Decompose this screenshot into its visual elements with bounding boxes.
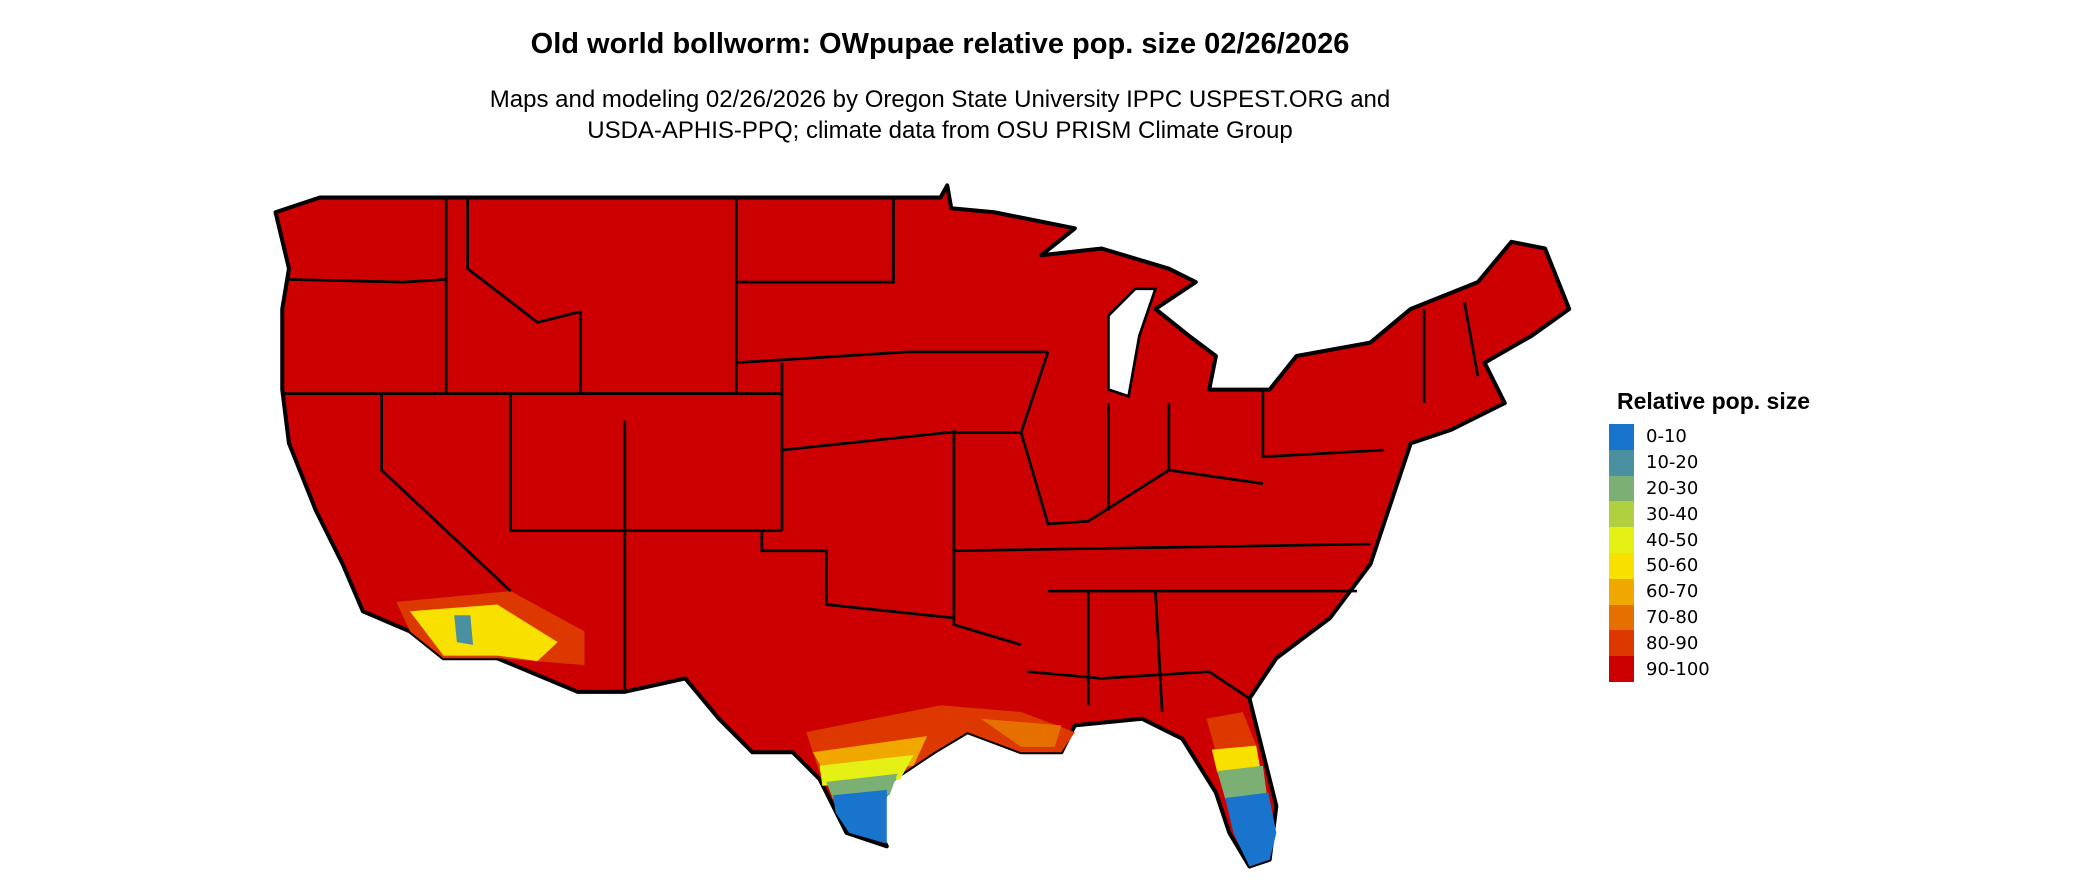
legend-label: 20-30 xyxy=(1646,477,1699,499)
legend-item: 80-90 xyxy=(1609,630,1810,657)
legend-label: 70-80 xyxy=(1646,606,1699,628)
legend-swatch xyxy=(1609,527,1634,553)
us-land-90-100 xyxy=(273,183,1572,869)
legend-label: 50-60 xyxy=(1646,555,1699,577)
legend-item: 40-50 xyxy=(1609,527,1810,553)
subtitle-line-2: USDA-APHIS-PPQ; climate data from OSU PR… xyxy=(587,117,1293,144)
legend-label: 60-70 xyxy=(1646,581,1699,603)
state-borders xyxy=(282,197,1480,713)
legend-swatch xyxy=(1609,604,1634,631)
zone-70-80-gulf xyxy=(980,718,1062,747)
zone-50-60-arizona xyxy=(409,604,558,661)
legend-label: 0-10 xyxy=(1646,426,1687,448)
legend-label: 40-50 xyxy=(1646,529,1699,551)
zone-10-20-arizona xyxy=(454,615,474,645)
legend: Relative pop. size 0-10 10-20 20-30 30-40 40… xyxy=(1609,388,1810,682)
legend-swatch xyxy=(1609,449,1634,476)
legend-item: 20-30 xyxy=(1609,475,1810,502)
map-subtitle: Maps and modeling 02/26/2026 by Oregon S… xyxy=(0,84,1880,146)
legend-item: 50-60 xyxy=(1609,552,1810,579)
legend-title: Relative pop. size xyxy=(1617,388,1811,414)
legend-swatch xyxy=(1609,552,1634,579)
legend-swatch xyxy=(1609,475,1634,502)
zone-80-90-florida xyxy=(1206,711,1257,753)
legend-label: 90-100 xyxy=(1646,658,1710,680)
subtitle-line-1: Maps and modeling 02/26/2026 by Oregon S… xyxy=(489,86,1391,113)
legend-label: 30-40 xyxy=(1646,503,1699,525)
legend-item: 70-80 xyxy=(1609,604,1810,631)
legend-label: 10-20 xyxy=(1646,452,1699,474)
zone-0-10-florida xyxy=(1225,792,1277,867)
legend-item: 60-70 xyxy=(1609,578,1810,605)
legend-swatch xyxy=(1609,656,1634,682)
legend-swatch xyxy=(1609,578,1634,605)
legend-swatch xyxy=(1609,501,1634,528)
zone-20-30-florida xyxy=(1217,765,1267,800)
lake-michigan xyxy=(1107,287,1158,399)
zone-50-60-florida xyxy=(1211,745,1261,773)
legend-label: 80-90 xyxy=(1646,632,1699,654)
legend-swatch xyxy=(1609,630,1634,657)
legend-item: 0-10 xyxy=(1609,424,1810,450)
legend-item: 10-20 xyxy=(1609,449,1810,476)
zone-0-10-texas xyxy=(833,789,887,844)
legend-item: 90-100 xyxy=(1609,656,1810,682)
map-title: Old world bollworm: OWpupae relative pop… xyxy=(530,28,1350,60)
legend-item: 30-40 xyxy=(1609,501,1810,528)
legend-swatch xyxy=(1609,424,1634,450)
